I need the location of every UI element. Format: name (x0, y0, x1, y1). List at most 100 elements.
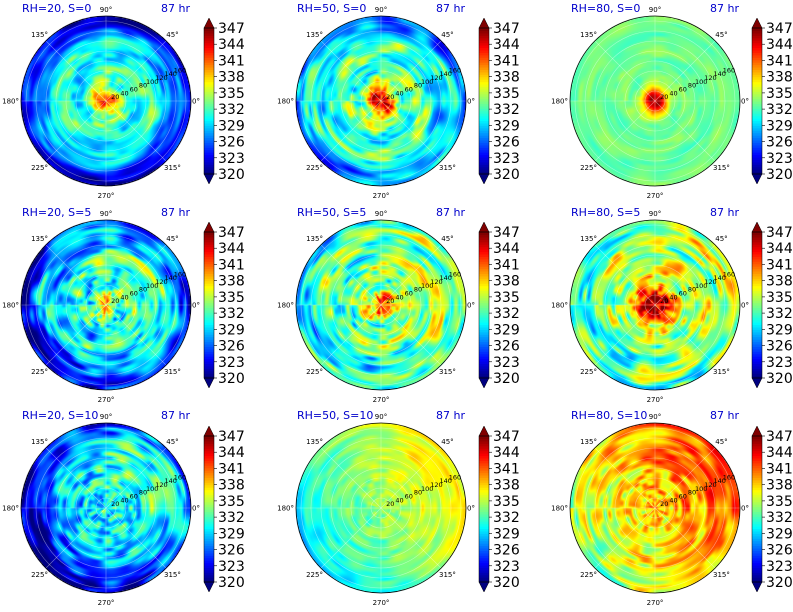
colorbar-tick-label: 329 (493, 322, 520, 338)
colorbar-segment (204, 139, 214, 143)
angle-tick-label: 225° (580, 368, 597, 376)
colorbar-segment (479, 40, 489, 44)
colorbar-tick-label: 329 (766, 118, 793, 134)
colorbar-tick-label: 332 (493, 102, 520, 118)
radial-gridline (95, 294, 117, 316)
colorbar-segment (479, 545, 489, 549)
polar-panel: 0°45°90°135°180°225°270°315°20 40 60 801001… (277, 206, 520, 404)
colorbar-tick-label: 335 (766, 86, 793, 102)
colorbar-segment (479, 96, 489, 100)
colorbar-segment (479, 93, 489, 97)
colorbar-segment (479, 54, 489, 58)
panel-title: RH=80, S=5 (571, 206, 640, 219)
colorbar-segment (752, 37, 762, 41)
radial-tick-label: 140 (439, 70, 451, 78)
radial-tick-label: 140 (164, 274, 176, 282)
radial-gridline (584, 234, 726, 376)
colorbar-segment (204, 543, 214, 547)
colorbar-segment (752, 96, 762, 100)
colorbar-segment (479, 280, 489, 284)
colorbar-segment (752, 54, 762, 58)
colorbar-segment (204, 533, 214, 537)
colorbar-extend-min (203, 581, 215, 593)
colorbar-segment (752, 285, 762, 289)
angle-tick-label: 180° (551, 505, 568, 513)
colorbar-segment (752, 440, 762, 444)
radial-gridline (350, 477, 412, 539)
radial-tick-label: 20 (660, 297, 668, 305)
colorbar-frame (478, 435, 490, 583)
colorbar-segment (204, 98, 214, 102)
colorbar-segment (479, 543, 489, 547)
polar-field (570, 16, 740, 186)
radial-gridline (614, 60, 696, 142)
panel-time-label: 87 hr (436, 206, 465, 219)
colorbar-segment (479, 156, 489, 160)
colorbar-segment (752, 518, 762, 522)
colorbar-segment (204, 579, 214, 583)
radial-tick-label: 120 (704, 481, 716, 489)
colorbar-segment (752, 280, 762, 284)
angle-tick-label: 45° (441, 31, 453, 39)
colorbar-segment (752, 147, 762, 151)
angle-tick-label: 180° (2, 302, 19, 310)
colorbar-tick-label: 326 (766, 135, 793, 151)
colorbar-segment (479, 579, 489, 583)
angle-tick-label: 315° (713, 571, 730, 579)
colorbar-segment (204, 120, 214, 124)
colorbar-tick-label: 326 (218, 135, 245, 151)
colorbar-segment (752, 76, 762, 80)
colorbar-tick-label: 347 (218, 225, 245, 241)
radial-tick-label: 100 (146, 485, 158, 493)
colorbar-segment (204, 363, 214, 367)
polar-boundary (569, 422, 741, 594)
colorbar-tick-label: 332 (218, 102, 245, 118)
angle-tick-label: 90° (649, 6, 661, 14)
colorbar-segment (479, 154, 489, 158)
colorbar-segment (752, 494, 762, 498)
radial-gridline (25, 20, 187, 182)
angle-tick-label: 315° (713, 164, 730, 172)
colorbar-segment (479, 132, 489, 136)
polar-field (21, 16, 191, 186)
angle-tick-label: 90° (375, 210, 387, 218)
colorbar-segment (752, 343, 762, 347)
colorbar-frame (751, 435, 763, 583)
colorbar-segment (752, 83, 762, 87)
angle-tick-label: 225° (306, 164, 323, 172)
colorbar-segment (752, 292, 762, 296)
colorbar-segment (752, 86, 762, 90)
angle-tick-label: 90° (100, 413, 112, 421)
colorbar-segment (752, 32, 762, 36)
angle-tick-label: 0° (741, 302, 749, 310)
colorbar-segment (752, 339, 762, 343)
colorbar-extend-min (751, 173, 763, 185)
angular-gridline (594, 507, 656, 569)
radial-tick-label: 100 (146, 282, 158, 290)
panel-time-label: 87 hr (436, 2, 465, 15)
radial-gridline (75, 274, 137, 336)
colorbar-segment (752, 239, 762, 243)
colorbar-segment (479, 292, 489, 296)
colorbar-segment (752, 144, 762, 148)
angle-tick-label: 45° (441, 235, 453, 243)
colorbar-segment (204, 538, 214, 542)
colorbar-segment (752, 270, 762, 274)
colorbar-segment (479, 283, 489, 287)
colorbar-segment (204, 103, 214, 107)
radial-gridline (320, 447, 442, 569)
angle-tick-label: 315° (439, 368, 456, 376)
colorbar-segment (204, 275, 214, 279)
colorbar-segment (752, 28, 762, 32)
radial-gridline (360, 80, 402, 122)
angle-tick-label: 270° (647, 192, 664, 200)
angular-gridline (654, 507, 716, 569)
colorbar-tick-label: 347 (766, 225, 793, 241)
colorbar-segment (479, 305, 489, 309)
colorbar-segment (204, 49, 214, 53)
radial-tick-label: 60 (679, 493, 687, 501)
colorbar-tick-label: 323 (493, 559, 520, 575)
colorbar-tick-label: 326 (766, 339, 793, 355)
colorbar-segment (479, 577, 489, 581)
colorbar-tick-label: 332 (766, 102, 793, 118)
